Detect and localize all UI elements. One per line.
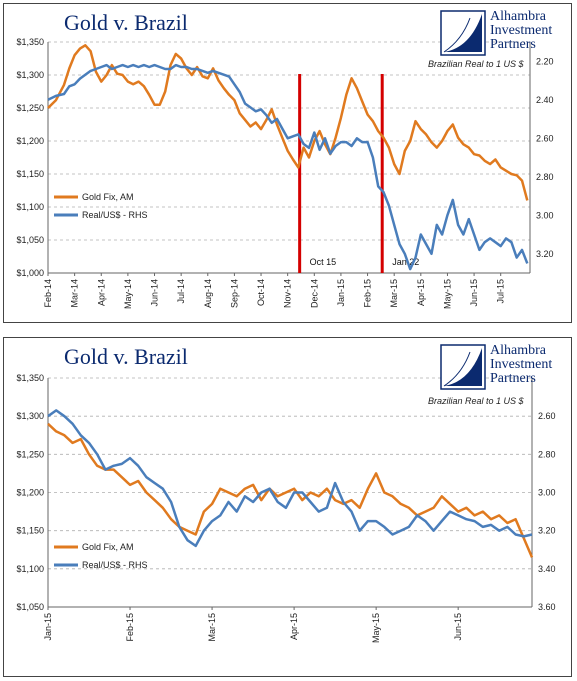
x-tick-label: Jul-14 bbox=[176, 279, 186, 304]
logo-text: Alhambra Investment Partners bbox=[490, 10, 552, 52]
y-right-tick-label: 3.20 bbox=[536, 249, 554, 259]
chart-panel-top: $1,000 $1,050 $1,100 $1,150 $1,200 $1,250 $1,3… bbox=[3, 3, 572, 323]
y-right-tick-label: 2.80 bbox=[538, 449, 556, 459]
y-right-tick-label: 3.60 bbox=[538, 602, 556, 612]
y-right-tick-label: 2.40 bbox=[536, 95, 554, 105]
y-left-tick-label: $1,350 bbox=[16, 37, 44, 47]
x-tick-label: Jun-15 bbox=[453, 613, 463, 641]
currency-note: Brazilian Real to 1 US $ bbox=[428, 396, 524, 406]
x-tick-label: May-14 bbox=[123, 279, 133, 309]
logo-text: Alhambra Investment Partners bbox=[490, 344, 552, 386]
chart-title: Gold v. Brazil bbox=[64, 10, 188, 35]
y-left-tick-label: $1,300 bbox=[16, 411, 44, 421]
y-left-tick-label: $1,350 bbox=[16, 373, 44, 383]
y-left-tick-label: $1,150 bbox=[16, 169, 44, 179]
y-left-tick-label: $1,050 bbox=[16, 235, 44, 245]
y-right-tick-label: 3.20 bbox=[538, 526, 556, 536]
y-left-tick-label: $1,200 bbox=[16, 136, 44, 146]
x-tick-label: Nov-14 bbox=[283, 279, 293, 308]
logo: Alhambra Investment Partners bbox=[440, 10, 568, 58]
logo-line-1: Alhambra bbox=[490, 343, 546, 358]
series-line-gold bbox=[47, 44, 529, 201]
x-tick-label: Apr-15 bbox=[289, 613, 299, 640]
x-tick-label: Feb-14 bbox=[43, 279, 53, 308]
x-tick-label: May-15 bbox=[371, 613, 381, 643]
y-right-tick-label: 2.60 bbox=[536, 133, 554, 143]
chart-panel-bottom: $1,050 $1,100 $1,150 $1,200 $1,250 $1,300 $1,3… bbox=[3, 337, 572, 677]
x-tick-label: Jul-15 bbox=[496, 279, 506, 304]
x-tick-label: Jun-15 bbox=[469, 279, 479, 307]
legend-label: Gold Fix, AM bbox=[82, 542, 134, 552]
series-line-gold bbox=[47, 422, 534, 558]
legend-label: Real/US$ - RHS bbox=[82, 210, 148, 220]
y-right-tick-label: 3.00 bbox=[536, 210, 554, 220]
y-right-tick-label: 3.00 bbox=[538, 488, 556, 498]
logo: Alhambra Investment Partners bbox=[440, 344, 568, 392]
y-left-tick-label: $1,300 bbox=[16, 70, 44, 80]
chart-title: Gold v. Brazil bbox=[64, 344, 188, 369]
x-tick-label: Apr-15 bbox=[416, 279, 426, 306]
chart-svg-top: $1,000 $1,050 $1,100 $1,150 $1,200 $1,250 $1,3… bbox=[16, 37, 554, 309]
logo-line-2: Investment bbox=[490, 23, 553, 38]
x-tick-label: Feb-15 bbox=[125, 613, 135, 642]
y-left-tick-label: $1,150 bbox=[16, 526, 44, 536]
y-left-tick-label: $1,250 bbox=[16, 103, 44, 113]
y-right-tick-label: 2.20 bbox=[536, 56, 554, 66]
x-tick-label: Mar-15 bbox=[207, 613, 217, 642]
x-tick-label: May-15 bbox=[442, 279, 452, 309]
event-marker-label: Jan 22 bbox=[392, 257, 419, 267]
logo-line-3: Partners bbox=[490, 371, 536, 386]
y-right-tick-label: 2.60 bbox=[538, 411, 556, 421]
x-tick-label: Feb-15 bbox=[363, 279, 373, 308]
legend-label: Gold Fix, AM bbox=[82, 192, 134, 202]
logo-mark-icon bbox=[440, 344, 486, 390]
series-line-real bbox=[47, 409, 533, 548]
x-tick-label: Mar-15 bbox=[389, 279, 399, 308]
y-right-tick-label: 2.80 bbox=[536, 172, 554, 182]
legend-label: Real/US$ - RHS bbox=[82, 560, 148, 570]
x-tick-label: Aug-14 bbox=[203, 279, 213, 308]
x-tick-label: Jan-15 bbox=[336, 279, 346, 307]
y-left-tick-label: $1,100 bbox=[16, 564, 44, 574]
y-right-tick-label: 3.40 bbox=[538, 564, 556, 574]
x-tick-label: Sep-14 bbox=[229, 279, 239, 308]
logo-mark-icon bbox=[440, 10, 486, 56]
logo-line-2: Investment bbox=[490, 357, 553, 372]
y-left-tick-label: $1,100 bbox=[16, 202, 44, 212]
logo-line-3: Partners bbox=[490, 37, 536, 52]
logo-line-1: Alhambra bbox=[490, 9, 546, 24]
x-tick-label: Mar-14 bbox=[70, 279, 80, 308]
x-tick-label: Jan-15 bbox=[43, 613, 53, 641]
x-tick-label: Oct-14 bbox=[256, 279, 266, 306]
x-tick-label: Dec-14 bbox=[309, 279, 319, 308]
y-left-tick-label: $1,200 bbox=[16, 488, 44, 498]
y-left-tick-label: $1,250 bbox=[16, 449, 44, 459]
y-left-tick-label: $1,050 bbox=[16, 602, 44, 612]
series-line-real bbox=[47, 63, 529, 271]
currency-note: Brazilian Real to 1 US $ bbox=[428, 59, 524, 69]
x-tick-label: Jun-14 bbox=[150, 279, 160, 307]
x-tick-label: Apr-14 bbox=[96, 279, 106, 306]
chart-svg-bottom: $1,050 $1,100 $1,150 $1,200 $1,250 $1,300 $1,3… bbox=[16, 373, 556, 643]
event-marker-label: Oct 15 bbox=[310, 257, 337, 267]
y-left-tick-label: $1,000 bbox=[16, 268, 44, 278]
